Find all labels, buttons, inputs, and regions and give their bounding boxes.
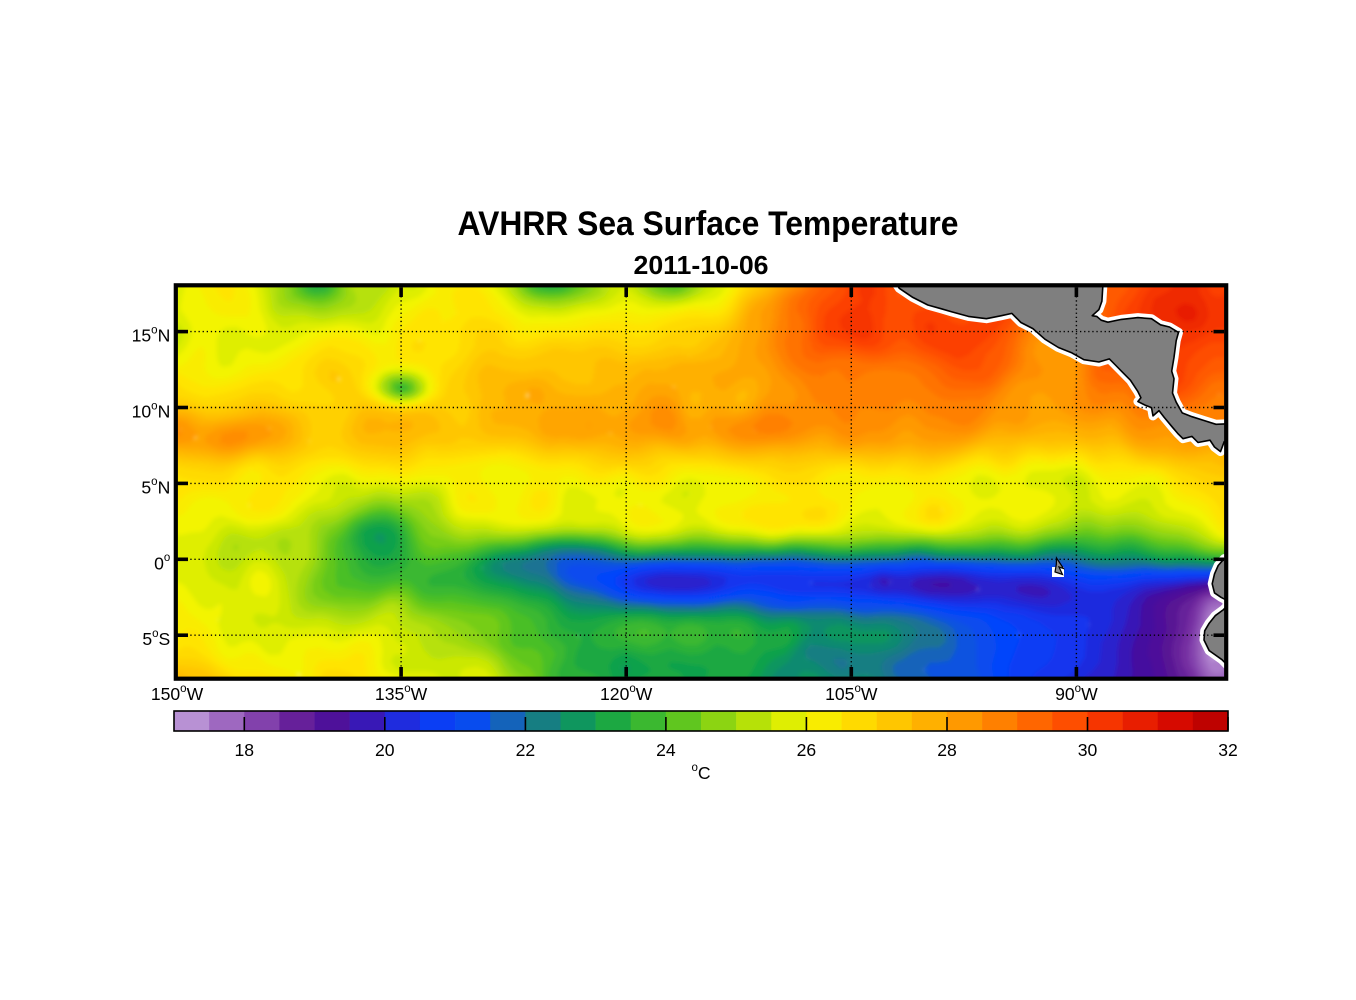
svg-text:90oW: 90oW bbox=[1055, 683, 1098, 704]
svg-text:10oN: 10oN bbox=[132, 400, 171, 421]
svg-text:150oW: 150oW bbox=[151, 683, 204, 704]
svg-text:18: 18 bbox=[235, 740, 255, 760]
svg-text:5oN: 5oN bbox=[141, 476, 170, 497]
svg-text:15oN: 15oN bbox=[132, 324, 171, 345]
svg-text:5oS: 5oS bbox=[142, 628, 170, 649]
svg-text:24: 24 bbox=[656, 740, 676, 760]
svg-text:AVHRR Sea Surface Temperature: AVHRR Sea Surface Temperature bbox=[458, 205, 959, 243]
svg-text:26: 26 bbox=[797, 740, 817, 760]
svg-text:22: 22 bbox=[516, 740, 536, 760]
svg-text:32: 32 bbox=[1218, 740, 1238, 760]
svg-text:28: 28 bbox=[937, 740, 957, 760]
svg-text:0o: 0o bbox=[154, 552, 170, 573]
svg-text:135oW: 135oW bbox=[375, 683, 428, 704]
svg-text:30: 30 bbox=[1078, 740, 1098, 760]
svg-text:oC: oC bbox=[691, 762, 710, 783]
svg-text:120oW: 120oW bbox=[600, 683, 653, 704]
svg-text:2011-10-06: 2011-10-06 bbox=[634, 250, 769, 280]
svg-text:105oW: 105oW bbox=[825, 683, 878, 704]
svg-text:20: 20 bbox=[375, 740, 395, 760]
